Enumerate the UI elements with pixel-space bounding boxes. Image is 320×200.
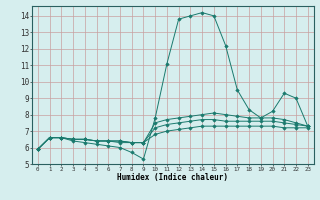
X-axis label: Humidex (Indice chaleur): Humidex (Indice chaleur) — [117, 173, 228, 182]
